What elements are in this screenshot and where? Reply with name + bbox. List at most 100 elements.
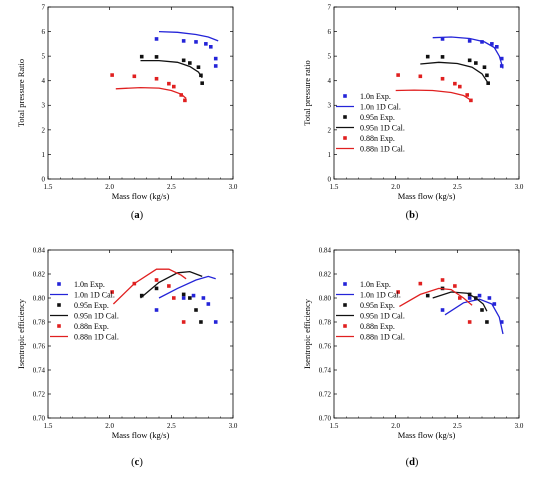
- y-tick-label: 3: [328, 102, 332, 110]
- chart-b: 1.5 2.0 2.5 3.0 0 1 2 3 4 5 6 7 Mass flow (kg/s) Tota…: [302, 3, 524, 221]
- legend-label: 0.88n 1D Cal.: [360, 144, 405, 153]
- series-line: [395, 89, 473, 102]
- y-tick-label: 4: [328, 77, 332, 85]
- panel-caption: (a): [131, 210, 144, 221]
- data-point: [154, 286, 159, 291]
- series-line: [158, 30, 219, 42]
- y-tick-label: 0.84: [319, 246, 332, 254]
- data-point: [453, 81, 457, 86]
- data-point: [154, 278, 159, 282]
- caption-letter: b: [409, 210, 415, 221]
- panel-caption: (c): [131, 457, 143, 468]
- caption-paren-close: ): [140, 210, 144, 221]
- chart-c: 1.5 2.0 2.5 3.0 0.70 0.72 0.74 0.76 0.78 0.80 0.82…: [16, 246, 238, 468]
- data-point: [110, 73, 114, 77]
- data-point: [474, 61, 478, 65]
- data-point: [440, 55, 445, 59]
- data-point: [418, 281, 423, 286]
- legend-label: 0.95n 1D Cal.: [360, 311, 405, 320]
- data-point: [201, 296, 206, 300]
- data-point: [183, 98, 187, 103]
- data-point: [181, 58, 186, 63]
- legend-square-swatch: [57, 303, 61, 307]
- x-tick-label: 3.0: [515, 422, 524, 430]
- data-point: [440, 37, 445, 41]
- y-tick-label: 5: [42, 53, 46, 61]
- caption-paren-close: ): [415, 210, 419, 221]
- data-point: [440, 278, 445, 282]
- chart-a: 1.5 2.0 2.5 3.0 0 1 2 3 4 5 6 7 Mass flow (kg/s) Tota…: [16, 3, 238, 221]
- series-line: [399, 287, 473, 307]
- x-tick-label: 2.0: [105, 422, 114, 430]
- data-point: [139, 293, 144, 298]
- plot-frame: [333, 6, 520, 180]
- data-point: [139, 54, 144, 59]
- y-tick-label: 0.78: [319, 318, 332, 326]
- x-axis-label: Mass flow (kg/s): [398, 430, 456, 440]
- legend-label: 1.0n 1D Cal.: [74, 290, 115, 299]
- x-axis-label: Mass flow (kg/s): [112, 191, 170, 201]
- y-tick-label: 0.80: [319, 294, 332, 302]
- caption-paren-open: (: [131, 457, 135, 468]
- series-line: [115, 86, 187, 99]
- y-axis-label: Isentropic efficiency: [16, 298, 26, 369]
- legend-label: 0.95n 1D Cal.: [74, 311, 119, 320]
- data-point: [194, 308, 198, 312]
- caption-paren-open: (: [406, 457, 410, 468]
- data-point: [458, 84, 462, 89]
- x-tick-label: 2.5: [453, 183, 462, 191]
- data-point: [492, 302, 497, 306]
- legend-square-swatch: [57, 282, 61, 286]
- y-axis-label: Total pressure ratio: [302, 60, 312, 126]
- data-point: [480, 308, 484, 312]
- data-point: [209, 45, 213, 49]
- y-tick-label: 0.70: [319, 414, 332, 422]
- data-point: [172, 296, 176, 300]
- y-axis-label: Isentropic efficiency: [302, 298, 312, 369]
- legend-label: 0.88n Exp.: [74, 322, 109, 331]
- data-point: [154, 308, 159, 312]
- y-tick-label: 1: [42, 151, 46, 159]
- series-line: [420, 61, 489, 84]
- data-point: [453, 284, 457, 288]
- y-tick-label: 2: [328, 126, 332, 134]
- panel-caption: (d): [406, 457, 419, 468]
- data-point: [167, 284, 171, 288]
- legend-label: 0.95n 1D Cal.: [360, 123, 405, 132]
- legend-label: 0.88n Exp.: [360, 134, 395, 143]
- x-tick-label: 1.5: [330, 183, 339, 191]
- data-point: [199, 320, 203, 324]
- data-point: [440, 308, 445, 312]
- legend-square-swatch: [343, 136, 347, 140]
- plot-frame: [47, 249, 234, 419]
- y-tick-label: 0: [328, 175, 332, 183]
- data-point: [188, 61, 192, 65]
- legend-label: 0.88n Exp.: [360, 322, 395, 331]
- data-point: [425, 54, 430, 59]
- x-tick-label: 3.0: [515, 183, 524, 191]
- data-point: [467, 320, 472, 324]
- y-tick-label: 0.74: [33, 366, 46, 374]
- y-tick-label: 0.82: [319, 270, 332, 278]
- data-point: [467, 58, 472, 63]
- y-tick-label: 0.84: [33, 246, 46, 254]
- caption-paren-open: (: [406, 210, 410, 221]
- data-point: [204, 42, 208, 46]
- y-tick-label: 0.72: [33, 390, 46, 398]
- x-tick-label: 2.0: [105, 183, 114, 191]
- x-tick-label: 1.5: [44, 183, 53, 191]
- y-tick-label: 0.76: [319, 342, 332, 350]
- data-point: [487, 296, 492, 300]
- legend-square-swatch: [57, 324, 61, 328]
- x-tick-label: 2.0: [391, 422, 400, 430]
- y-tick-label: 7: [328, 3, 332, 11]
- y-tick-label: 5: [328, 53, 332, 61]
- panel-caption: (b): [406, 210, 419, 221]
- data-point: [465, 93, 469, 97]
- legend-label: 1.0n Exp.: [74, 280, 105, 289]
- data-point: [482, 65, 487, 69]
- y-tick-label: 6: [42, 28, 46, 36]
- y-axis-label: Total pressure Ratio: [16, 59, 26, 127]
- legend-label: 0.95n Exp.: [360, 113, 395, 122]
